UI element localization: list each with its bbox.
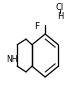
Text: NH: NH — [6, 55, 17, 64]
Text: H: H — [57, 12, 63, 21]
Text: F: F — [34, 22, 39, 31]
Text: Cl: Cl — [56, 3, 64, 12]
